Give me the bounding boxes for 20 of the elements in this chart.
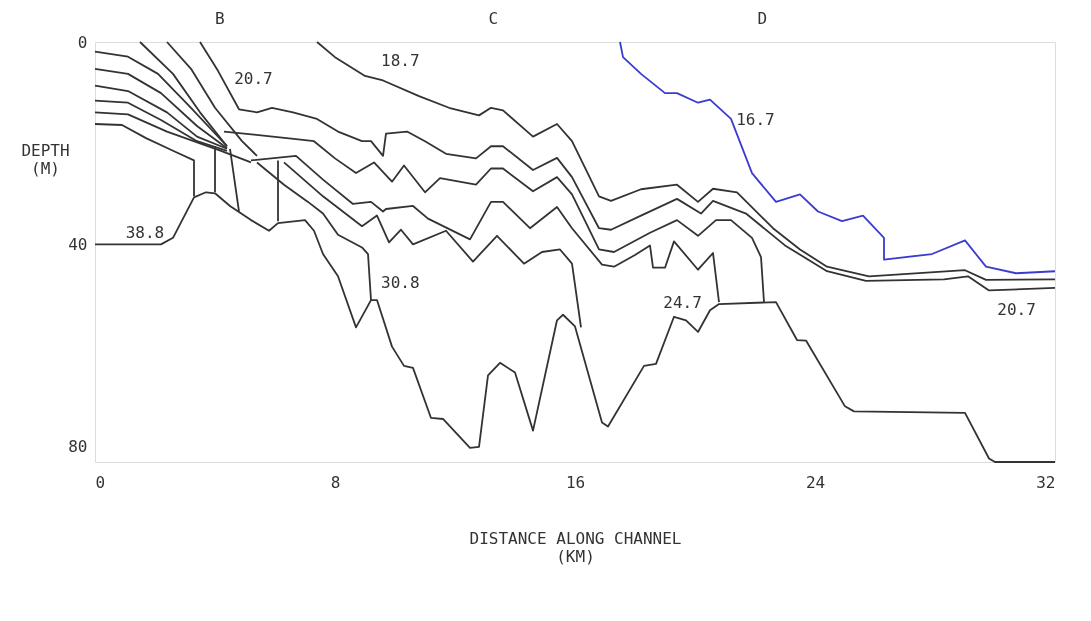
x-tick-label: 16 [565,472,586,492]
text: D [757,8,768,28]
y-tick-label: 80 [68,437,88,457]
annotation: 38.8 [125,222,165,242]
text: B [214,8,225,28]
annotation: 24.7 [663,293,702,313]
annotation: 20.7 [234,68,273,88]
annotation: 20.7 [997,299,1036,319]
text: C [488,8,499,28]
x-tick-label: 32 [1036,472,1056,492]
annotation: 16.7 [736,110,775,130]
y-axis-title: DEPTH (M) [21,140,70,178]
x-tick-label: 8 [330,472,341,492]
annotation: 30.8 [381,272,420,292]
annotation: 18.7 [381,51,420,71]
x-tick-label: 0 [95,472,106,492]
y-tick-label: 0 [77,32,88,52]
x-axis-title: DISTANCE ALONG CHANNEL (KM) [469,528,682,566]
x-tick-label: 24 [805,472,826,492]
y-tick-label: 40 [68,234,88,254]
